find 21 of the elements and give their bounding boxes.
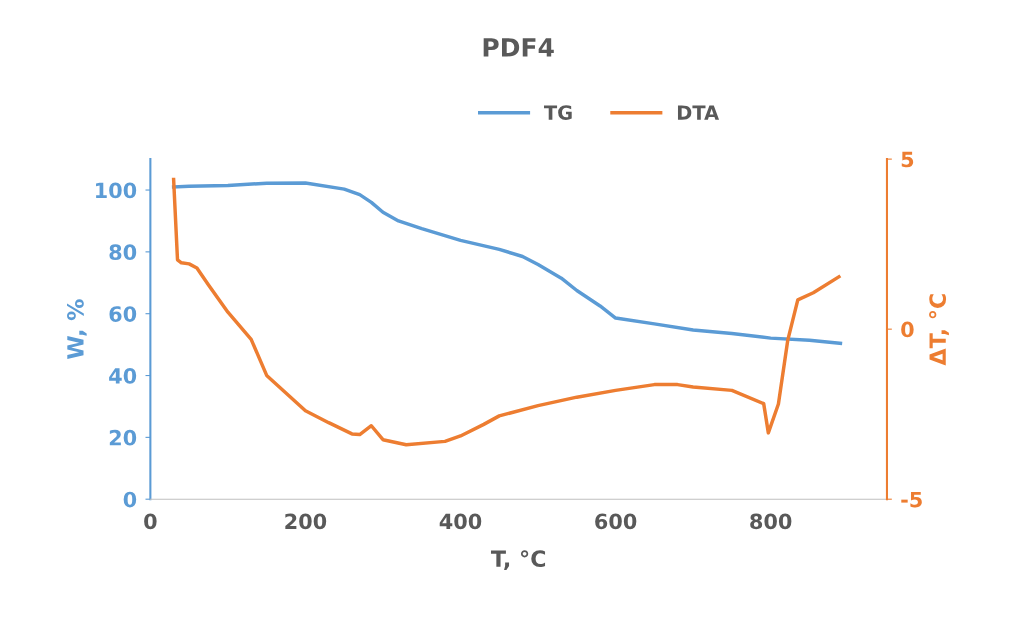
- x-tick-label: 600: [595, 513, 637, 530]
- legend-label: TG: [544, 105, 572, 120]
- y2-tick-label: -5: [901, 491, 922, 508]
- x-tick-label: 800: [750, 513, 792, 530]
- chart-title: PDF4: [483, 38, 554, 57]
- x-tick-label: 400: [439, 513, 482, 530]
- y-tick-label: 40: [109, 367, 137, 384]
- line-series: [171, 177, 841, 447]
- legend-label: DTA: [677, 105, 720, 120]
- y-tick-label: 20: [109, 429, 137, 446]
- y-tick-label: 0: [123, 491, 137, 508]
- y-tick-label: 80: [109, 244, 137, 261]
- y2-axis-title: ΔT, °C: [929, 294, 949, 366]
- y-tick-label: 60: [109, 306, 137, 322]
- x-axis-title: T, °C: [490, 550, 546, 570]
- y-axis-title: W, %: [67, 299, 87, 360]
- y-tick-label: 100: [96, 182, 137, 199]
- x-tick-label: 0: [144, 513, 157, 530]
- y2-tick-label: 0: [901, 321, 914, 338]
- x-tick-label: 200: [285, 513, 327, 530]
- y2-tick-label: 5: [901, 151, 914, 168]
